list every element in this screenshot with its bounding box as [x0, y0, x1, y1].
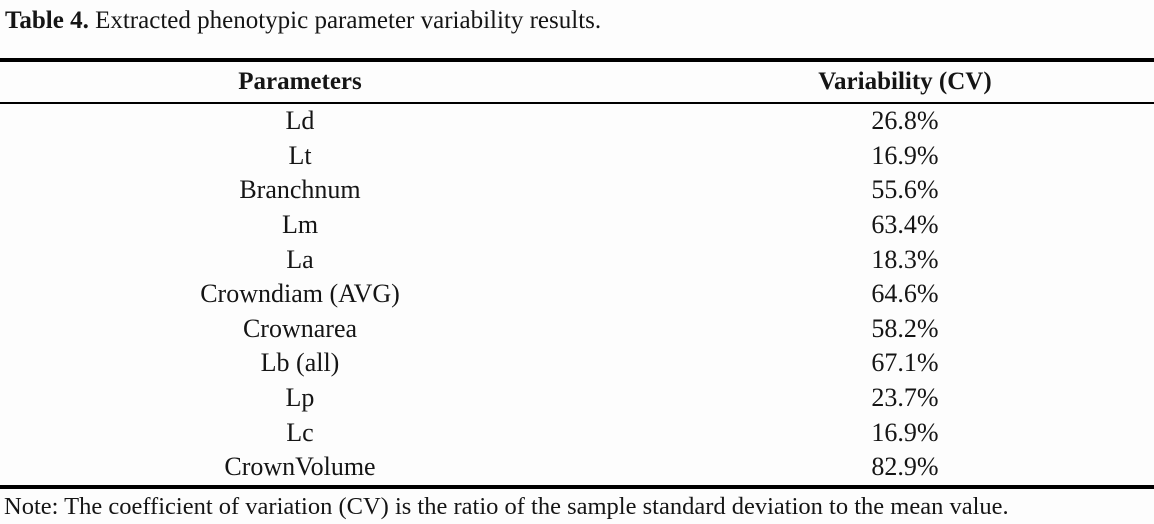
table-note: Note: The coefficient of variation (CV) … — [4, 492, 1009, 520]
table-caption-text: Extracted phenotypic parameter variabili… — [88, 7, 602, 34]
parameter-cell: Crowndiam (AVG) — [200, 279, 400, 309]
table-row: Lb (all) 67.1% — [0, 346, 1154, 381]
cv-cell: 55.6% — [871, 175, 939, 205]
cv-cell: 16.9% — [871, 417, 939, 447]
table-row: Crownarea 58.2% — [0, 312, 1154, 347]
table-row: CrownVolume 82.9% — [0, 450, 1154, 487]
parameter-cell: Branchnum — [239, 175, 361, 205]
table-row: Crowndiam (AVG) 64.6% — [0, 277, 1154, 312]
parameter-cell: Lm — [281, 210, 319, 240]
table-caption-label: Table 4. — [5, 7, 89, 34]
cv-cell: 63.4% — [871, 210, 939, 240]
parameter-cell: La — [286, 244, 314, 274]
cv-cell: 82.9% — [871, 452, 939, 482]
table-header-row: Parameters Variability (CV) — [0, 60, 1154, 103]
parameter-cell: Lt — [288, 140, 312, 170]
table-row: Lm 63.4% — [0, 208, 1154, 243]
parameter-cell: Lb (all) — [260, 348, 340, 378]
parameter-cell: Lp — [285, 383, 315, 413]
cv-cell: 64.6% — [871, 279, 939, 309]
column-header-parameters: Parameters — [238, 68, 362, 95]
variability-results-table: Parameters Variability (CV) Ld 26.8% Lt … — [0, 58, 1154, 489]
cv-cell: 26.8% — [871, 106, 939, 136]
cv-cell: 58.2% — [871, 313, 939, 343]
table-row: Lp 23.7% — [0, 381, 1154, 416]
table-caption: Table 4. Extracted phenotypic parameter … — [0, 0, 1154, 36]
parameter-cell: Lc — [286, 417, 314, 447]
cv-cell: 67.1% — [871, 348, 939, 378]
parameter-cell: Ld — [285, 106, 315, 136]
table-row: Lc 16.9% — [0, 415, 1154, 450]
parameter-cell: CrownVolume — [224, 452, 376, 482]
cv-cell: 18.3% — [871, 244, 939, 274]
cv-cell: 23.7% — [871, 383, 939, 413]
parameter-cell: Crownarea — [242, 313, 358, 343]
column-header-variability: Variability (CV) — [818, 68, 992, 95]
cv-cell: 16.9% — [871, 140, 939, 170]
table-row: Branchnum 55.6% — [0, 173, 1154, 208]
table-row: Lt 16.9% — [0, 139, 1154, 174]
table-row: Ld 26.8% — [0, 103, 1154, 139]
table-row: La 18.3% — [0, 242, 1154, 277]
